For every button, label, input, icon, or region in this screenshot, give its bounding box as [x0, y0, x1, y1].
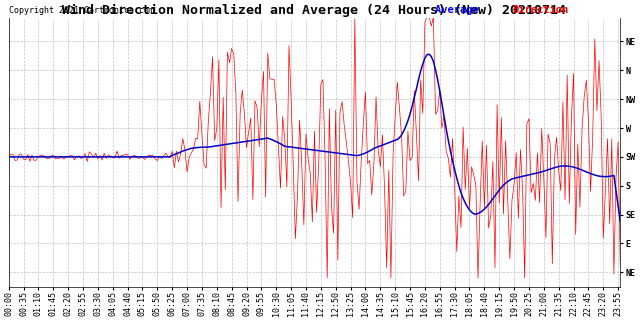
- Text: Direction: Direction: [512, 5, 568, 15]
- Text: Copyright 2021 Cartronics.com: Copyright 2021 Cartronics.com: [9, 6, 154, 15]
- Title: Wind Direction Normalized and Average (24 Hours) (New) 20210714: Wind Direction Normalized and Average (2…: [63, 4, 566, 17]
- Text: Average: Average: [435, 5, 485, 15]
